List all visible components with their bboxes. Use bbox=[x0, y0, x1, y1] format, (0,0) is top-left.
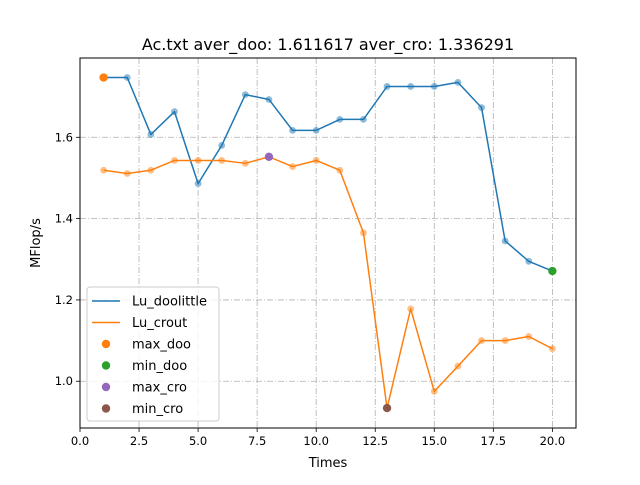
x-tick-label: 0.0 bbox=[71, 434, 89, 448]
tick-layer: 0.0 2.5 5.0 7.5 10.0 12.5 15.0 17.5 20.0 1.0 1.2 1.… bbox=[55, 130, 565, 448]
data-point-lu-doolittle bbox=[383, 83, 391, 90]
series-line-lu-doolittle bbox=[103, 76, 553, 272]
data-point-lu-crout bbox=[100, 166, 108, 174]
data-point-lu-doolittle bbox=[336, 115, 344, 123]
data-point-lu-crout bbox=[454, 362, 462, 370]
legend-swatch-max-doo bbox=[101, 339, 111, 349]
x-tick-label: 10.0 bbox=[303, 434, 329, 448]
data-point-lu-doolittle bbox=[218, 142, 226, 149]
data-point-lu-crout bbox=[478, 337, 485, 344]
legend-label-min-doo: min_doo bbox=[132, 359, 187, 374]
y-tick-label: 1.2 bbox=[55, 293, 73, 307]
legend: Lu_doolittle Lu_crout max_doo min_doo max_cr… bbox=[86, 286, 220, 422]
legend-label-max-cro: max_cro bbox=[132, 381, 187, 396]
marker-layer bbox=[99, 73, 557, 413]
legend-swatch-max-cro bbox=[101, 382, 111, 392]
y-tick-label: 1.4 bbox=[55, 212, 73, 226]
chart-title: Ac.txt aver_doo: 1.611617 aver_cro: 1.33… bbox=[142, 35, 514, 55]
axes-frame bbox=[79, 57, 577, 429]
data-point-lu-crout bbox=[218, 157, 226, 164]
data-point-lu-crout bbox=[312, 157, 320, 164]
marker-min-doo bbox=[548, 266, 557, 276]
data-point-lu-doolittle bbox=[265, 96, 273, 103]
data-point-lu-crout bbox=[360, 229, 367, 237]
x-tick-label: 20.0 bbox=[540, 434, 566, 448]
data-point-lu-doolittle bbox=[360, 115, 367, 123]
x-tick-label: 17.5 bbox=[481, 434, 507, 448]
legend-label-lu-crout: Lu_crout bbox=[132, 316, 187, 331]
x-tick-label: 15.0 bbox=[421, 434, 447, 448]
data-point-lu-crout bbox=[407, 305, 415, 313]
data-point-lu-doolittle bbox=[194, 180, 202, 188]
data-point-lu-crout bbox=[501, 337, 509, 344]
legend-label-min-cro: min_cro bbox=[132, 402, 183, 417]
x-axis-label: Times bbox=[308, 456, 348, 471]
legend-box bbox=[86, 286, 220, 422]
data-point-lu-crout bbox=[430, 388, 438, 395]
legend-swatch-min-cro bbox=[101, 404, 111, 413]
data-point-lu-doolittle bbox=[312, 126, 320, 134]
data-point-lu-crout bbox=[336, 166, 344, 174]
data-point-lu-doolittle bbox=[478, 104, 485, 112]
data-point-lu-doolittle bbox=[525, 257, 533, 265]
data-point-lu-crout bbox=[289, 163, 296, 170]
x-tick-label: 12.5 bbox=[362, 434, 388, 448]
legend-entries: Lu_doolittle Lu_crout max_doo min_doo max_cr… bbox=[92, 295, 207, 417]
data-point-lu-crout bbox=[171, 157, 178, 164]
x-tick-label: 5.0 bbox=[189, 434, 207, 448]
data-point-lu-doolittle bbox=[501, 237, 509, 245]
y-tick-label: 1.0 bbox=[55, 374, 73, 388]
x-tick-label: 7.5 bbox=[248, 434, 266, 448]
legend-label-lu-doolittle: Lu_doolittle bbox=[132, 295, 207, 310]
legend-label-max-doo: max_doo bbox=[132, 338, 191, 353]
legend-swatch-min-doo bbox=[101, 361, 111, 370]
y-axis-label: MFlop/s bbox=[29, 218, 44, 268]
data-point-lu-doolittle bbox=[430, 83, 438, 90]
data-point-lu-crout bbox=[525, 333, 533, 340]
data-point-lu-crout bbox=[123, 170, 131, 177]
marker-max-doo bbox=[99, 73, 108, 82]
data-point-lu-doolittle bbox=[454, 78, 462, 86]
data-point-lu-doolittle bbox=[147, 131, 155, 138]
data-point-lu-crout bbox=[548, 345, 556, 353]
data-point-lu-doolittle bbox=[123, 74, 131, 81]
y-tick-label: 1.6 bbox=[55, 130, 73, 144]
marker-max-cro bbox=[264, 152, 274, 162]
data-point-lu-doolittle bbox=[241, 91, 249, 98]
data-point-lu-doolittle bbox=[171, 108, 178, 116]
data-point-lu-crout bbox=[194, 157, 202, 164]
series-line-lu-crout bbox=[103, 156, 553, 409]
marker-min-cro bbox=[382, 403, 392, 413]
data-point-lu-doolittle bbox=[407, 83, 415, 90]
data-point-lu-doolittle bbox=[289, 126, 296, 134]
data-point-lu-crout bbox=[147, 166, 155, 174]
data-point-lu-crout bbox=[241, 159, 249, 167]
x-tick-label: 2.5 bbox=[130, 434, 148, 448]
